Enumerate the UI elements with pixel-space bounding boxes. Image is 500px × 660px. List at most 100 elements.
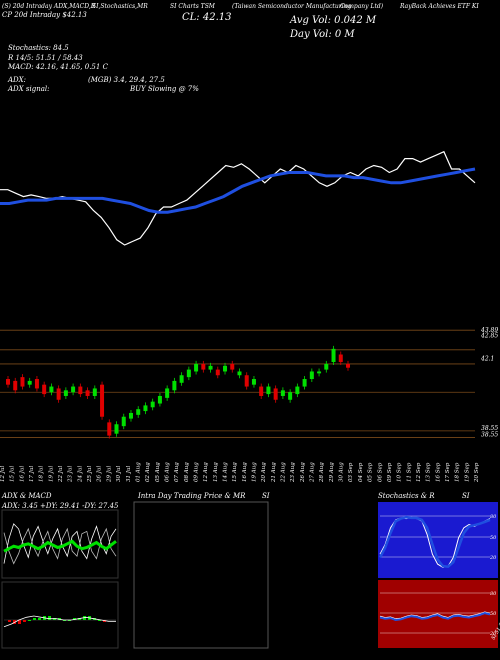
- date-label: 18 Sep: [455, 462, 461, 482]
- candle-body: [157, 395, 162, 404]
- candle-body: [128, 412, 133, 419]
- candle-body: [71, 386, 76, 393]
- candlesticks: [6, 345, 350, 439]
- date-label: 03 Sep: [348, 462, 354, 482]
- candle-body: [13, 380, 18, 391]
- date-label: 05 Sep: [368, 462, 374, 482]
- minus-di-line: [3, 527, 117, 565]
- price-axis-label: 42.85: [480, 333, 498, 340]
- main-line-chart: [0, 150, 476, 246]
- macd-hist-bar: [98, 620, 101, 621]
- macd-hist-bar: [38, 618, 41, 620]
- price-axis-label: 42.1: [480, 355, 494, 362]
- date-label: 19 Sep: [464, 462, 470, 482]
- buy-signal: BUY Slowing @ 7%: [129, 85, 199, 93]
- candle-body: [223, 365, 228, 372]
- adx-macd-panel: ADX & MACD ADX: 3.45 +DY: 29.41 -DY: 27.…: [1, 492, 119, 649]
- stoch-lines: 80 50 20: [378, 514, 497, 569]
- date-label: 19 Aug: [252, 462, 258, 482]
- candle-body: [266, 386, 271, 395]
- candle-body: [20, 377, 25, 387]
- adx-panel-values: ADX: 3.45 +DY: 29.41 -DY: 27.45: [1, 502, 119, 510]
- stoch-tick: 50: [490, 535, 497, 541]
- macd-hist-bar: [63, 620, 66, 621]
- macd-hist-bar: [68, 620, 71, 621]
- date-label: 20 Sep: [474, 462, 480, 483]
- macd-hist-bar: [23, 620, 26, 622]
- date-label: 15 Aug: [232, 462, 238, 482]
- date-label: 20 Aug: [261, 462, 267, 483]
- price-axis-label: 38.55: [481, 432, 498, 439]
- date-label: 26 Aug: [300, 462, 306, 483]
- price-grid: [0, 329, 475, 438]
- date-label: 02 Aug: [145, 462, 151, 482]
- date-label: 29 Jul: [106, 466, 112, 483]
- macd-hist-bar: [73, 618, 76, 620]
- candle-body: [230, 363, 235, 370]
- stoch-readout: Stochastics: 84.5: [8, 44, 69, 52]
- header-seg-4: (Taiwan Semiconductor Manufacturing: [232, 3, 351, 10]
- adx-panel-title: ADX & MACD: [1, 492, 52, 500]
- macd-hist-bar: [78, 618, 81, 620]
- date-label: 01 Aug: [135, 462, 141, 482]
- adx-signal-label: ADX signal:: [7, 85, 49, 93]
- candle-body: [63, 390, 68, 396]
- candle-body: [150, 401, 155, 408]
- price-axis-label: 43.89: [480, 327, 498, 334]
- candle-body: [42, 384, 47, 395]
- candle-body: [280, 390, 285, 396]
- rsi-tick: 20: [489, 631, 497, 637]
- date-label: 11 Sep: [406, 462, 412, 482]
- macd-hist-bar: [33, 618, 36, 620]
- date-label: 04 Sep: [358, 462, 364, 482]
- date-label: 16 Jul: [19, 466, 25, 482]
- date-label: 31 Jul: [126, 466, 132, 482]
- date-label: 17 Jul: [29, 466, 35, 482]
- date-label: 09 Aug: [193, 462, 199, 482]
- adx-mgb: (MGB) 3.4, 29.4, 27.5: [88, 76, 165, 84]
- rsi-blue-line: [379, 612, 491, 622]
- candle-body: [27, 380, 32, 385]
- date-label: 30 Aug: [339, 462, 345, 482]
- candle-body: [143, 405, 148, 412]
- moving-average-blue: [0, 167, 476, 214]
- rsi-readout: R 14/5: 51.51 / 58.43: [7, 54, 83, 62]
- date-label: 09 Sep: [387, 462, 393, 482]
- header-seg-5: Company Ltd): [340, 3, 384, 10]
- candle-body: [172, 380, 177, 391]
- macd-line: [3, 615, 116, 628]
- stoch-title-si: SI: [462, 492, 470, 500]
- intraday-title-si: SI: [262, 492, 270, 500]
- header-seg-6: RayBack Achieves ETF KI: [399, 3, 479, 10]
- date-label: 24 Jul: [77, 466, 83, 483]
- stoch-box: [378, 502, 498, 578]
- date-label: 22 Jul: [58, 466, 64, 483]
- date-label: 23 Jul: [68, 466, 74, 483]
- adx-label: ADX:: [7, 76, 26, 84]
- date-label: 16 Sep: [435, 462, 441, 482]
- date-label: 28 Aug: [319, 462, 325, 483]
- candle-body: [6, 379, 10, 385]
- candle-body: [194, 363, 199, 372]
- header: (S) 20d Intraday ADX,MACD,R SI,Stochasti…: [2, 3, 479, 93]
- date-label: 16 Aug: [242, 462, 248, 482]
- candle-body: [121, 416, 126, 427]
- date-label: 17 Sep: [445, 462, 451, 482]
- date-label: 25 Jul: [87, 466, 93, 483]
- adx-green-line: [3, 539, 117, 553]
- candle-body: [244, 375, 249, 387]
- avg-vol: Avg Vol: 0.042 M: [289, 15, 377, 26]
- candle-body: [215, 369, 220, 376]
- candle-body: [107, 422, 112, 436]
- candle-body: [309, 371, 314, 380]
- candle-body: [288, 392, 293, 400]
- date-label: 12 Sep: [416, 462, 422, 482]
- macd-hist-bar: [48, 616, 51, 620]
- date-label: 22 Aug: [281, 462, 287, 483]
- candle-body: [34, 379, 39, 389]
- date-label: 06 Aug: [164, 462, 170, 482]
